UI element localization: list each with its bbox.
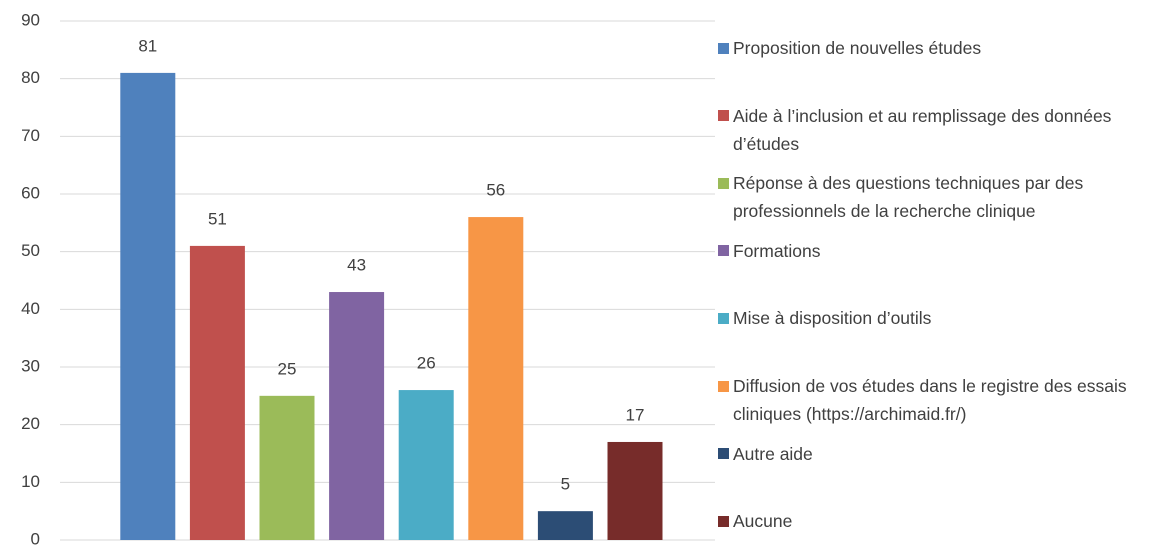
data-label: 43 — [347, 256, 366, 275]
legend-swatch — [718, 515, 729, 527]
bar — [607, 441, 663, 540]
y-tick-label: 60 — [21, 183, 40, 202]
bar — [468, 217, 524, 541]
legend-label: Aucune — [733, 511, 793, 532]
legend-swatch — [718, 448, 729, 460]
legend-label: Diffusion de vos études dans le registre… — [733, 376, 1127, 424]
y-tick-label: 50 — [21, 241, 40, 260]
data-label: 25 — [278, 359, 297, 378]
y-tick-label: 80 — [21, 68, 40, 87]
y-tick-label: 0 — [31, 529, 40, 548]
legend-label: Mise à disposition d’outils — [733, 308, 932, 329]
bar — [537, 511, 593, 540]
legend-label: Formations — [733, 240, 821, 261]
legend-swatch — [718, 245, 729, 257]
bar — [259, 395, 315, 540]
legend-swatch — [718, 177, 729, 189]
y-tick-label: 90 — [21, 10, 40, 29]
y-tick-label: 10 — [21, 472, 40, 491]
legend-label: Aide à l’inclusion et au remplissage des… — [733, 105, 1112, 154]
y-tick-label: 30 — [21, 356, 40, 375]
data-label: 51 — [208, 209, 227, 228]
y-tick-label: 40 — [21, 299, 40, 318]
data-label: 17 — [626, 405, 645, 424]
data-label: 26 — [417, 354, 436, 373]
y-tick-label: 20 — [21, 414, 40, 433]
legend-swatch — [718, 380, 729, 392]
legend-label: Proposition de nouvelles études — [733, 38, 982, 58]
data-label: 56 — [486, 181, 505, 200]
bar — [398, 390, 454, 540]
legend-swatch — [718, 42, 729, 54]
data-label: 5 — [561, 475, 570, 494]
legend-label: Réponse à des questions techniques par d… — [733, 173, 1084, 222]
legend-swatch — [718, 110, 729, 122]
bar — [120, 72, 176, 541]
data-label: 81 — [138, 36, 157, 55]
bar — [329, 292, 385, 540]
legend-swatch — [718, 312, 729, 324]
y-tick-label: 70 — [21, 126, 40, 145]
legend-label: Autre aide — [733, 443, 813, 464]
bar — [189, 245, 245, 540]
